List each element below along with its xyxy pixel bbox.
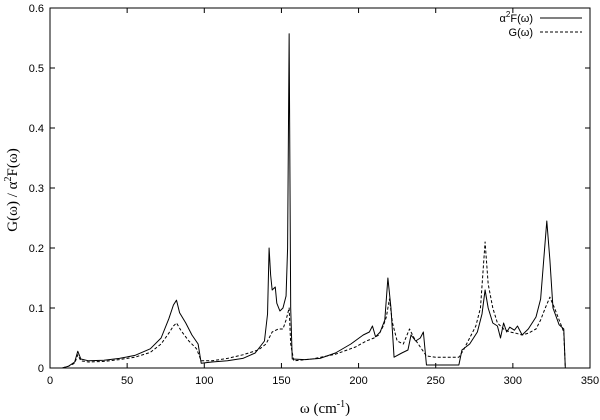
legend: α2F(ω) G(ω) xyxy=(500,10,582,39)
y-axis-label-tail: F(ω) xyxy=(5,148,21,176)
legend-label-alpha2f: α2F(ω) xyxy=(500,10,533,25)
legend-alpha2f-main: α xyxy=(500,13,507,25)
legend-alpha2f-tail: F(ω) xyxy=(510,13,533,25)
y-axis-label-sup: 2 xyxy=(3,176,14,181)
plot-frame xyxy=(49,7,591,369)
x-tick-label: 50 xyxy=(121,375,133,387)
y-axis-label: G(ω) / α2F(ω) xyxy=(3,148,21,231)
series-g-line xyxy=(62,241,566,369)
y-tick-label: 0.5 xyxy=(29,63,44,75)
y-axis-ticks: 0 0.1 0.2 0.3 0.4 0.5 0.6 xyxy=(29,3,590,375)
x-tick-label: 150 xyxy=(272,375,290,387)
x-tick-label: 200 xyxy=(349,375,367,387)
x-tick-label: 250 xyxy=(427,375,445,387)
x-axis-label-sup: -1 xyxy=(337,399,345,410)
y-tick-label: 0.1 xyxy=(29,303,44,315)
x-axis-ticks: 0 50 100 150 200 250 300 350 xyxy=(47,8,599,387)
series-layer xyxy=(62,33,566,369)
x-tick-label: 300 xyxy=(504,375,522,387)
x-axis-label: ω (cm-1) xyxy=(300,399,350,417)
x-tick-label: 100 xyxy=(195,375,213,387)
y-tick-label: 0.6 xyxy=(29,3,44,15)
x-tick-label: 350 xyxy=(581,375,599,387)
legend-label-g: G(ω) xyxy=(509,27,533,39)
series-alpha2f-line xyxy=(62,33,566,369)
y-tick-label: 0 xyxy=(38,363,44,375)
legend-alpha2f-sup: 2 xyxy=(506,10,511,19)
y-tick-label: 0.4 xyxy=(29,123,44,135)
y-axis-label-main: G(ω) / α xyxy=(5,181,21,231)
y-tick-label: 0.3 xyxy=(29,183,44,195)
x-tick-label: 0 xyxy=(47,375,53,387)
x-axis-label-tail: ) xyxy=(345,401,350,417)
x-axis-label-main: ω (cm xyxy=(300,401,337,417)
y-tick-label: 0.2 xyxy=(29,243,44,255)
